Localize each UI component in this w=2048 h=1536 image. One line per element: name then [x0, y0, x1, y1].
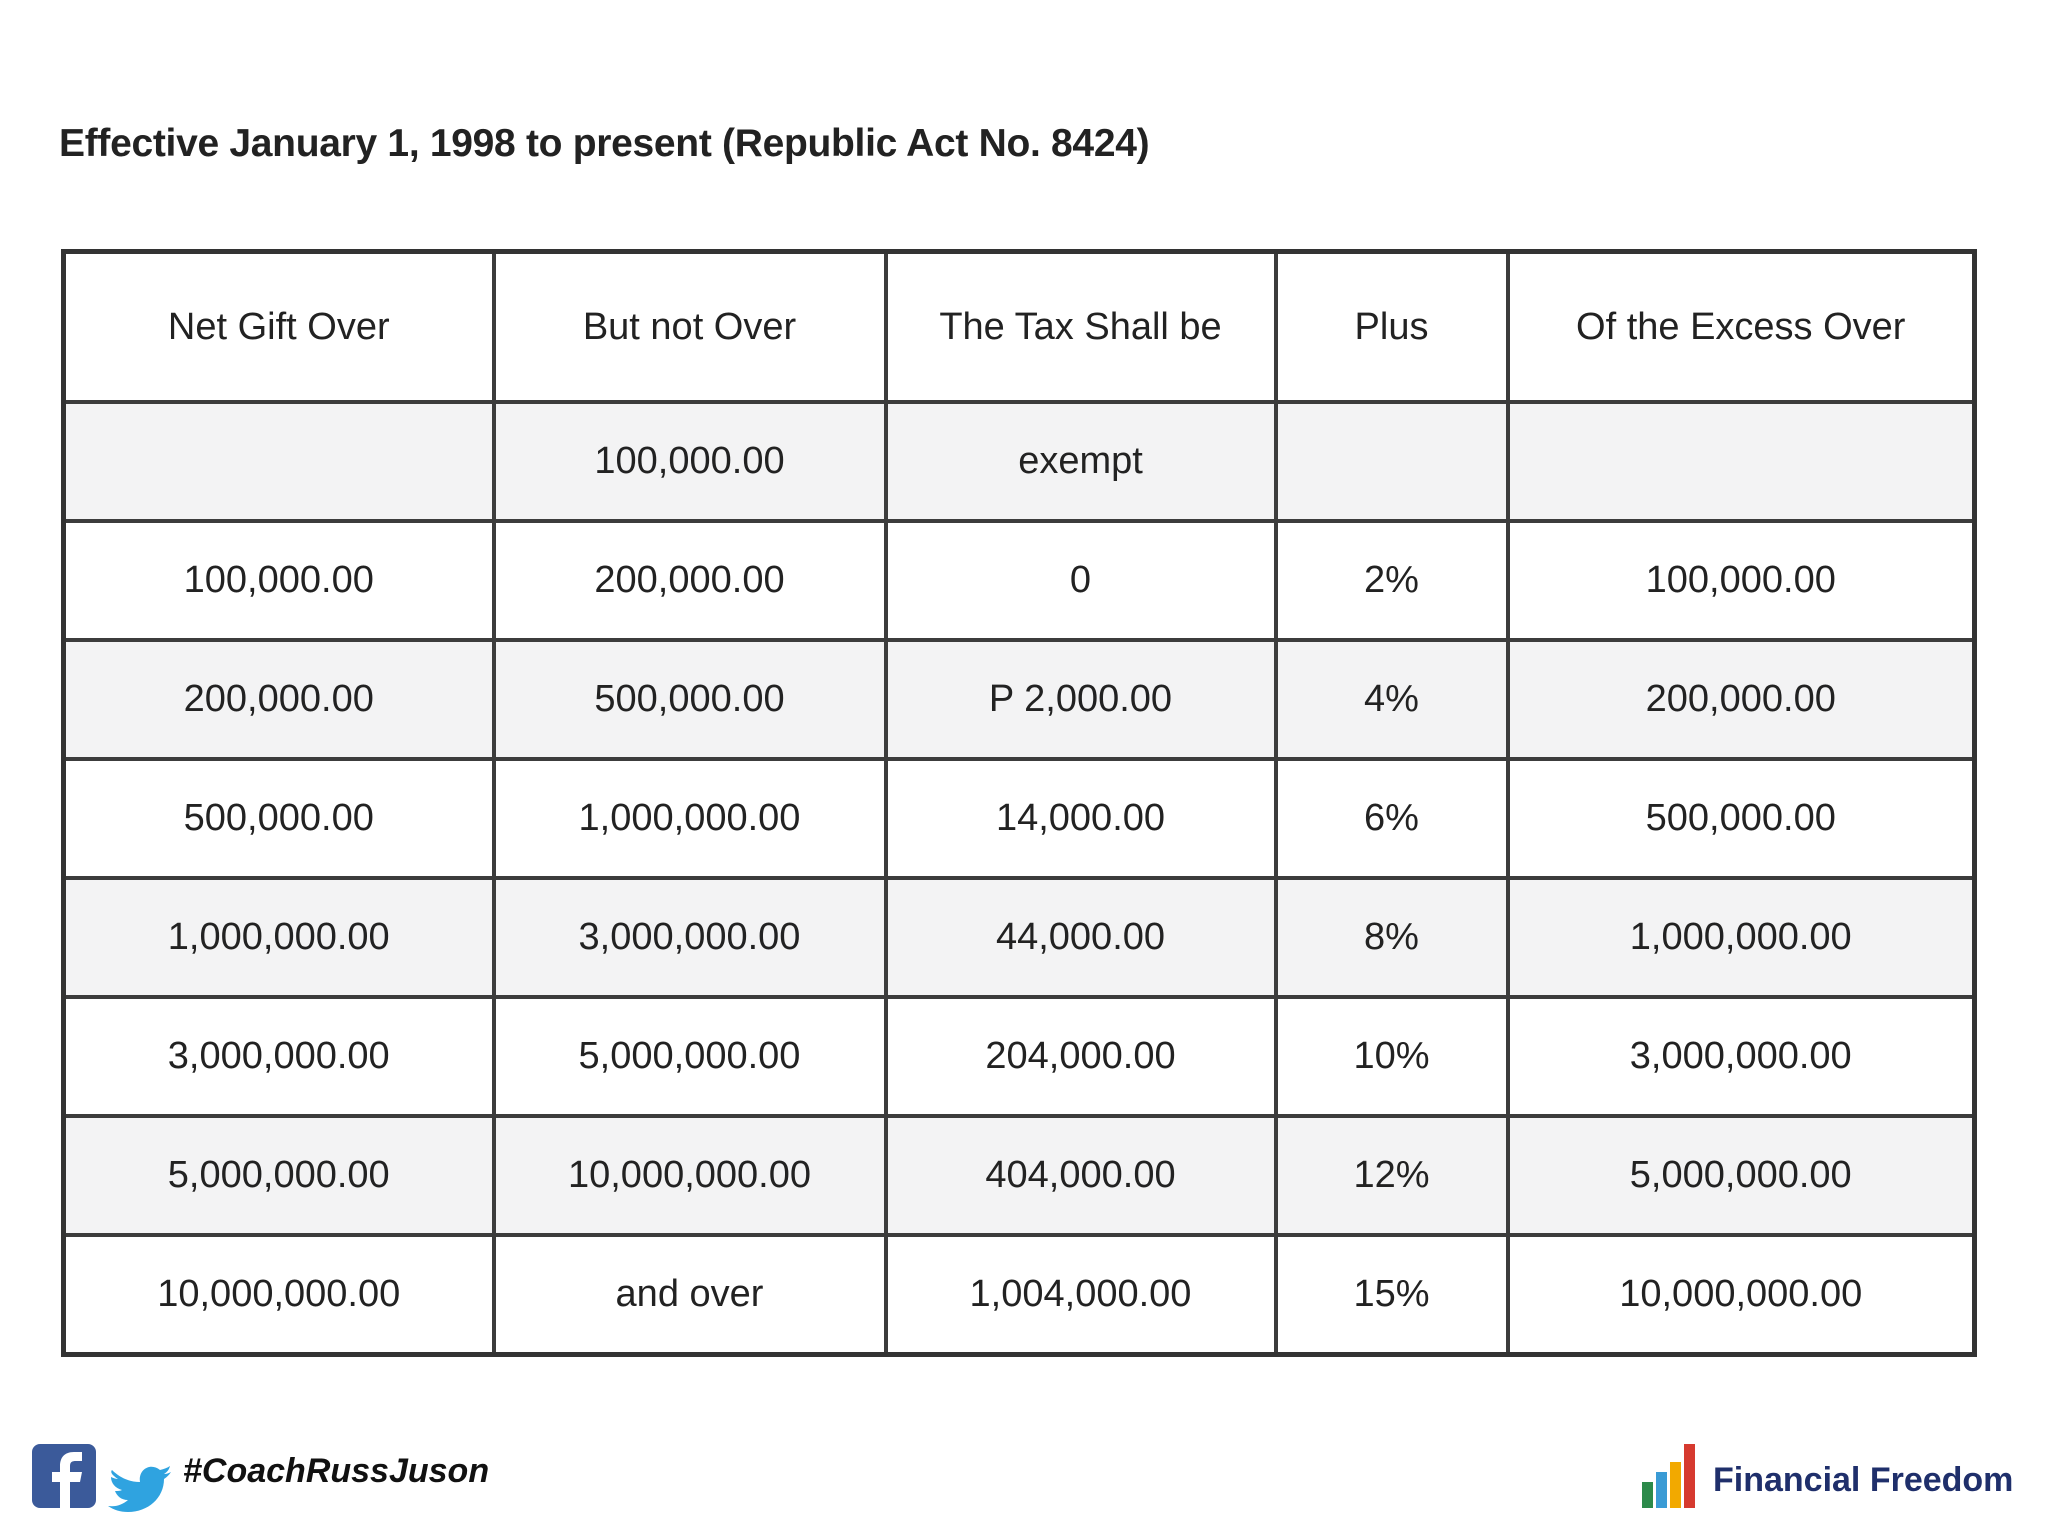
logo-bar	[1670, 1462, 1681, 1508]
table-cell: 500,000.00	[491, 638, 888, 761]
table-cell: 3,000,000.00	[61, 995, 496, 1118]
table-cell: 1,004,000.00	[883, 1233, 1278, 1357]
table-cell	[1505, 400, 1977, 523]
table-cell: and over	[491, 1233, 888, 1357]
brand-name: Financial Freedom	[1713, 1461, 2014, 1499]
header-row: Net Gift Over But not Over The Tax Shall b…	[61, 249, 1977, 404]
table-cell: 4%	[1273, 638, 1510, 761]
table-row: 100,000.00 200,000.00 0 2% 100,000.00	[61, 519, 1977, 642]
header-cell: Plus	[1273, 249, 1510, 404]
table-cell: 500,000.00	[1505, 757, 1977, 880]
table-body: Net Gift Over But not Over The Tax Shall b…	[61, 249, 1977, 1357]
table-cell: 100,000.00	[61, 519, 496, 642]
tax-table: Net Gift Over But not Over The Tax Shall b…	[61, 249, 1977, 1357]
table-cell: 10%	[1273, 995, 1510, 1118]
table-cell: 0	[883, 519, 1278, 642]
table-cell: 200,000.00	[1505, 638, 1977, 761]
logo-bar	[1684, 1444, 1695, 1508]
social-icons	[32, 1444, 171, 1512]
twitter-icon	[108, 1466, 171, 1512]
table-cell: P 2,000.00	[883, 638, 1278, 761]
table-row: 5,000,000.00 10,000,000.00 404,000.00 12% 5,…	[61, 1114, 1977, 1237]
brand-logo	[1642, 1444, 1695, 1508]
table-cell: 100,000.00	[1505, 519, 1977, 642]
table-cell: 10,000,000.00	[1505, 1233, 1977, 1357]
table-row: 3,000,000.00 5,000,000.00 204,000.00 10% 3,0…	[61, 995, 1977, 1118]
table-cell: 3,000,000.00	[1505, 995, 1977, 1118]
header-cell: Of the Excess Over	[1505, 249, 1977, 404]
table-cell: 5,000,000.00	[491, 995, 888, 1118]
table-cell: 100,000.00	[491, 400, 888, 523]
table-cell: 2%	[1273, 519, 1510, 642]
table-cell: 5,000,000.00	[61, 1114, 496, 1237]
table-cell: 200,000.00	[61, 638, 496, 761]
facebook-f	[52, 1452, 82, 1508]
header-cell: Net Gift Over	[61, 249, 496, 404]
table-row: 10,000,000.00 and over 1,004,000.00 15% 10,0…	[61, 1233, 1977, 1357]
hashtag: #CoachRussJuson	[183, 1452, 490, 1490]
page-title: Effective January 1, 1998 to present (Re…	[59, 122, 1150, 165]
table-cell: 3,000,000.00	[491, 876, 888, 999]
table-cell: 200,000.00	[491, 519, 888, 642]
table-cell: 204,000.00	[883, 995, 1278, 1118]
table-cell: 12%	[1273, 1114, 1510, 1237]
table-row: 200,000.00 500,000.00 P 2,000.00 4% 200,000.…	[61, 638, 1977, 761]
table-cell	[1273, 400, 1510, 523]
logo-bar	[1642, 1482, 1653, 1508]
table-cell: 5,000,000.00	[1505, 1114, 1977, 1237]
table-cell: exempt	[883, 400, 1278, 523]
table-row: 1,000,000.00 3,000,000.00 44,000.00 8% 1,000…	[61, 876, 1977, 999]
table-cell: 44,000.00	[883, 876, 1278, 999]
table-cell	[61, 400, 496, 523]
table-cell: 8%	[1273, 876, 1510, 999]
table-row: 100,000.00 exempt	[61, 400, 1977, 523]
header-cell: But not Over	[491, 249, 888, 404]
table-cell: 15%	[1273, 1233, 1510, 1357]
table-cell: 10,000,000.00	[61, 1233, 496, 1357]
table-cell: 500,000.00	[61, 757, 496, 880]
table-cell: 404,000.00	[883, 1114, 1278, 1237]
table-cell: 1,000,000.00	[1505, 876, 1977, 999]
table-cell: 10,000,000.00	[491, 1114, 888, 1237]
table-row: 500,000.00 1,000,000.00 14,000.00 6% 500,000…	[61, 757, 1977, 880]
logo-bar	[1656, 1472, 1667, 1508]
table-cell: 1,000,000.00	[491, 757, 888, 880]
header-cell: The Tax Shall be	[883, 249, 1278, 404]
table-cell: 14,000.00	[883, 757, 1278, 880]
table-cell: 1,000,000.00	[61, 876, 496, 999]
table-cell: 6%	[1273, 757, 1510, 880]
